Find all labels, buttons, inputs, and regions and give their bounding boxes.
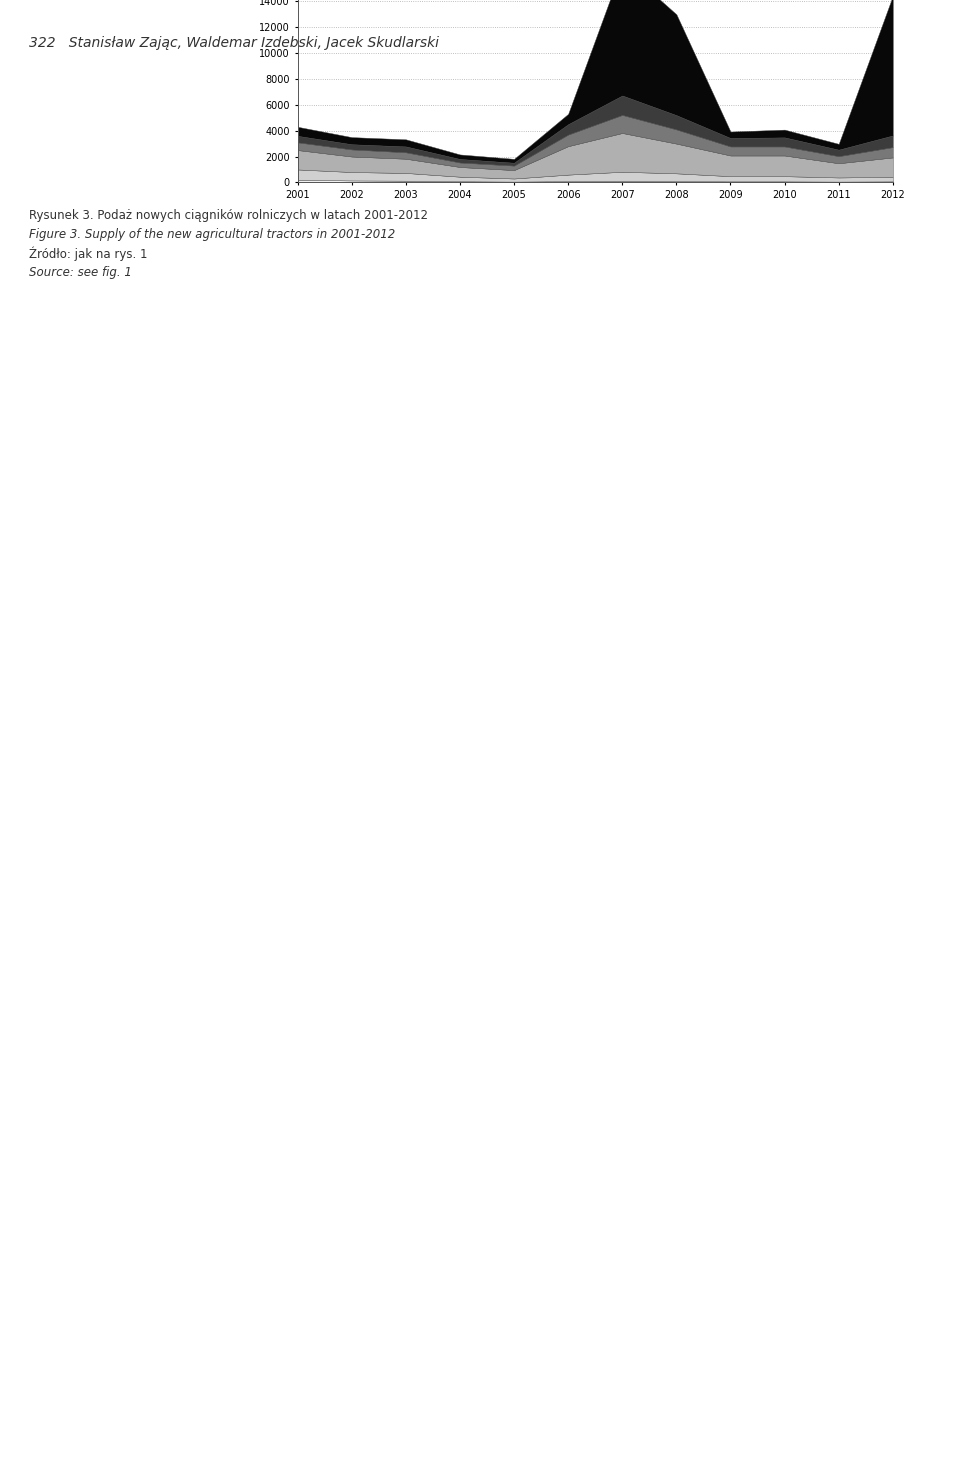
Text: 322   Stanisław Zając, Waldemar Izdebski, Jacek Skudlarski: 322 Stanisław Zając, Waldemar Izdebski, … bbox=[29, 36, 439, 51]
Text: Źródło: jak na rys. 1: Źródło: jak na rys. 1 bbox=[29, 247, 147, 261]
Text: Source: see fig. 1: Source: see fig. 1 bbox=[29, 266, 132, 279]
Text: Rysunek 3. Podaż nowych ciągników rolniczych w latach 2001-2012: Rysunek 3. Podaż nowych ciągników rolnic… bbox=[29, 209, 428, 222]
Text: Figure 3. Supply of the new agricultural tractors in 2001-2012: Figure 3. Supply of the new agricultural… bbox=[29, 228, 396, 241]
